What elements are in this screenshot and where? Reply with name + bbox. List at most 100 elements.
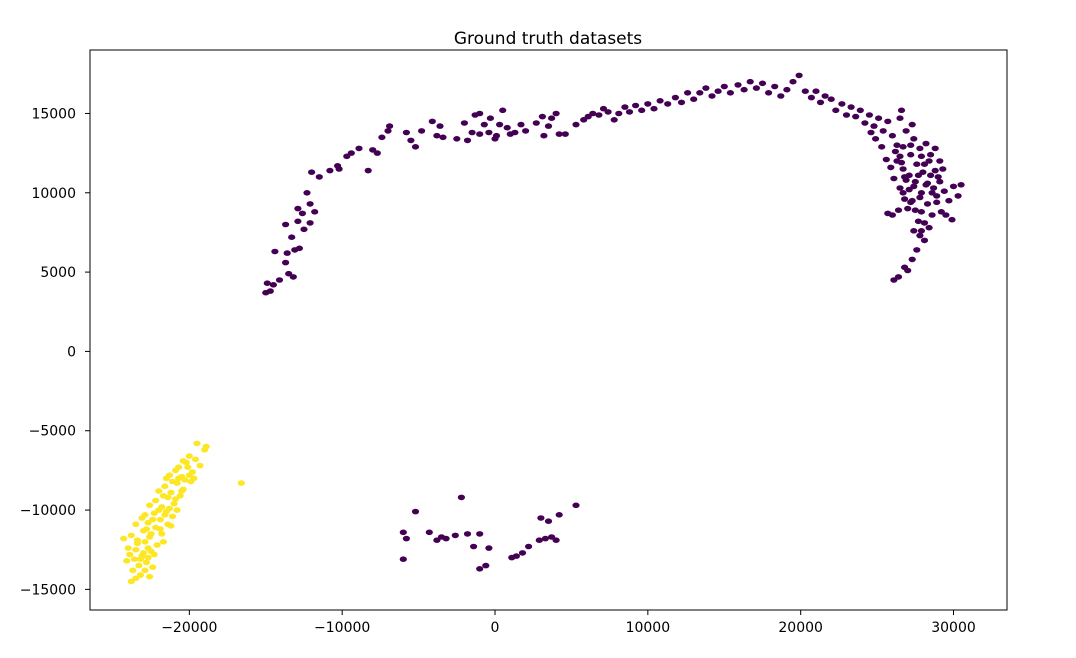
data-point <box>418 128 426 134</box>
data-point <box>832 107 840 114</box>
data-point <box>451 532 459 539</box>
data-point <box>644 101 652 107</box>
data-point <box>133 540 141 547</box>
data-point <box>933 199 941 206</box>
data-point <box>167 489 175 496</box>
data-point <box>913 161 921 167</box>
data-point <box>777 93 785 99</box>
data-point <box>948 216 956 223</box>
data-point <box>476 110 484 117</box>
data-point <box>842 112 851 118</box>
data-point <box>752 85 761 91</box>
data-point <box>153 542 161 548</box>
data-point <box>917 153 926 160</box>
data-point <box>142 559 151 566</box>
data-point <box>271 248 279 255</box>
data-point <box>939 166 947 172</box>
data-point <box>890 175 898 182</box>
data-point <box>283 250 291 256</box>
data-point <box>783 86 791 93</box>
data-point <box>460 120 468 126</box>
data-point <box>538 113 547 120</box>
data-point <box>907 151 915 158</box>
data-point <box>922 140 930 147</box>
data-point <box>656 98 664 104</box>
data-point <box>540 132 548 139</box>
data-point <box>887 164 895 171</box>
data-point <box>942 212 950 218</box>
data-point <box>347 150 355 156</box>
data-point <box>899 144 907 150</box>
data-point <box>306 220 314 226</box>
x-tick-label: 0 <box>491 620 500 636</box>
data-point <box>433 132 441 139</box>
data-point <box>827 96 835 102</box>
data-point <box>537 515 545 521</box>
data-point <box>512 553 521 559</box>
data-point <box>916 145 924 152</box>
data-point <box>807 94 816 101</box>
data-point <box>132 521 140 528</box>
data-point <box>152 497 160 504</box>
data-point <box>541 535 550 542</box>
x-axis: −20000 −10000 0 10000 20000 30000 <box>161 610 976 636</box>
data-point <box>463 531 472 537</box>
data-point <box>294 205 302 212</box>
data-point <box>908 256 916 263</box>
data-point <box>872 136 880 142</box>
data-point <box>899 190 907 196</box>
data-point <box>282 221 290 228</box>
data-point <box>470 543 478 550</box>
data-point <box>625 109 634 115</box>
data-point <box>149 564 157 570</box>
data-point <box>146 573 154 580</box>
data-point <box>927 172 935 179</box>
data-point <box>485 129 493 136</box>
data-point <box>411 144 420 150</box>
data-point <box>684 90 692 96</box>
data-point <box>548 115 556 121</box>
data-point <box>599 105 608 112</box>
data-point <box>146 502 154 509</box>
data-point <box>954 193 962 199</box>
data-point <box>650 105 658 112</box>
data-point <box>499 107 507 114</box>
data-point <box>902 128 910 134</box>
data-point <box>610 117 618 123</box>
data-point <box>306 201 314 207</box>
data-point <box>690 96 698 102</box>
data-point <box>795 72 803 79</box>
data-point <box>411 508 420 515</box>
data-point <box>476 131 484 137</box>
y-tick-label: −10000 <box>20 503 76 519</box>
x-tick-label: 30000 <box>931 620 976 636</box>
data-point <box>896 153 904 160</box>
data-point <box>525 543 533 550</box>
data-point <box>492 132 501 139</box>
data-point <box>141 512 149 518</box>
data-point <box>911 207 919 213</box>
data-point <box>369 147 377 153</box>
data-point <box>178 488 186 494</box>
data-point <box>311 209 319 215</box>
data-point <box>720 83 728 90</box>
data-point <box>572 121 580 128</box>
data-point <box>936 158 944 164</box>
data-point <box>891 148 900 155</box>
data-point <box>294 218 302 225</box>
data-point <box>867 129 875 136</box>
data-point <box>595 112 603 118</box>
data-point <box>901 174 909 180</box>
data-point <box>476 566 484 572</box>
chart-title: Ground truth datasets <box>454 29 642 49</box>
data-point <box>482 562 490 569</box>
data-point <box>896 115 904 121</box>
data-point <box>847 104 855 110</box>
data-point <box>931 167 939 174</box>
data-point <box>615 110 623 117</box>
data-point <box>925 158 933 164</box>
data-point <box>159 539 167 545</box>
data-point <box>275 277 284 283</box>
data-point <box>914 218 923 225</box>
data-point <box>407 137 415 144</box>
